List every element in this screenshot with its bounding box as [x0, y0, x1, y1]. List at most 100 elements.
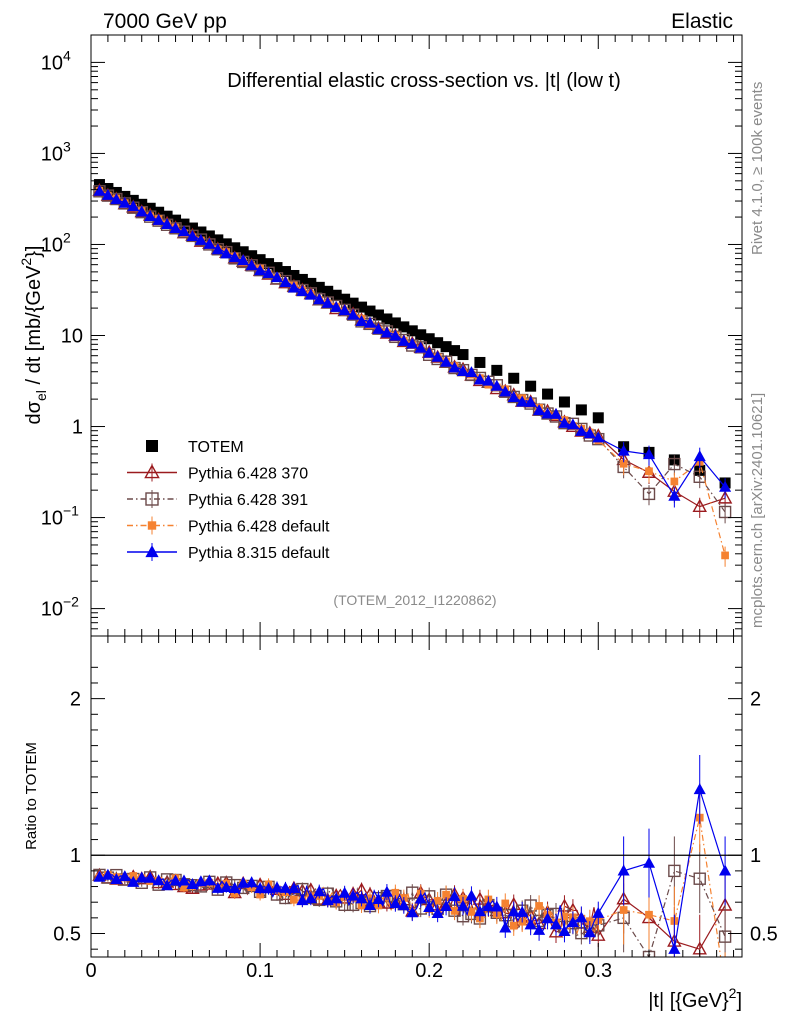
ratio-point: [619, 906, 628, 914]
totem-point: [525, 380, 537, 392]
series-point: [211, 243, 224, 255]
ratio-point: [465, 889, 478, 901]
totem-point: [389, 317, 401, 329]
legend-marker: [145, 492, 159, 506]
totem-point: [381, 313, 393, 325]
series-point: [423, 346, 436, 358]
totem-point: [313, 281, 325, 293]
series-point: [177, 225, 191, 237]
series-point: [313, 293, 326, 305]
ratio-point: [501, 899, 510, 908]
legend-label: Pythia 6.428 370: [188, 466, 308, 483]
ratio-point: [524, 918, 537, 930]
ratio-point: [456, 899, 470, 911]
series-point: [583, 427, 596, 439]
totem-point: [246, 250, 258, 262]
series-point: [617, 444, 630, 456]
totem-point: [575, 404, 587, 416]
y-tick-exponent: 2: [63, 229, 71, 245]
totem-point: [423, 333, 435, 345]
series-point: [490, 379, 503, 391]
series-point: [279, 276, 292, 288]
totem-point: [220, 238, 232, 250]
series-point: [549, 407, 563, 419]
legend-marker: [144, 464, 160, 479]
ratio-point: [347, 889, 360, 901]
ratio-point: [397, 899, 410, 911]
y-tick-label: 10: [41, 143, 63, 165]
ratio-point: [575, 911, 588, 923]
series-point: [380, 326, 393, 338]
ratio-point: [152, 874, 165, 886]
ratio-point: [473, 905, 486, 917]
totem-point: [271, 262, 283, 274]
y-tick-exponent: 3: [63, 138, 71, 154]
ratio-point: [211, 881, 224, 893]
series-point: [566, 418, 579, 430]
y-tick-exponent: 4: [63, 47, 71, 63]
series-point: [101, 188, 114, 200]
series-point: [533, 404, 546, 416]
x-tick-label: 0: [85, 960, 96, 982]
ratio-point: [490, 900, 503, 912]
ratio-point: [558, 925, 571, 937]
ratio-y-tick-label: 0.5: [750, 924, 778, 946]
ratio-point: [617, 864, 630, 876]
series-point: [406, 337, 419, 349]
ratio-point: [566, 916, 579, 928]
ratio-point: [220, 880, 233, 892]
ratio-point: [433, 897, 442, 905]
legend: TOTEM Pythia 6.428 370 Pythia 6.428 391 Pyt…: [127, 439, 330, 562]
series-point: [717, 490, 733, 504]
series-point: [186, 230, 199, 242]
totem-point: [322, 285, 334, 297]
ratio-point: [431, 906, 444, 918]
totem-point: [432, 337, 444, 349]
series-point: [321, 296, 334, 308]
totem-point: [288, 269, 300, 281]
main-y-axis-label: dσel / dt [mb/{GeV2}]: [18, 246, 49, 425]
series-point: [372, 322, 385, 334]
totem-point: [491, 364, 503, 376]
series-point: [220, 247, 233, 259]
ratio-point: [482, 899, 495, 911]
ratio-point: [467, 908, 476, 916]
ratio-panel: 0.5 0.5 1 1 2 2 0 0.1 0.2 0.3 Ratio to TOTEM: [23, 635, 778, 982]
chart-title: Differential elastic cross-section vs. |…: [227, 70, 620, 92]
series-point: [347, 308, 360, 320]
totem-point: [212, 234, 224, 246]
series-point: [692, 498, 707, 512]
totem-point: [170, 214, 182, 226]
totem-point: [440, 341, 452, 353]
x-tick-label: 0.3: [584, 960, 612, 982]
series-point: [619, 459, 628, 468]
process-label: Elastic: [671, 10, 733, 33]
series-point: [473, 373, 486, 385]
series-point: [270, 271, 284, 283]
rivet-version-label: Rivet 4.1.0, ≥ 100k events: [749, 82, 766, 255]
totem-point: [254, 254, 266, 266]
series-point: [262, 267, 275, 279]
series-point: [254, 264, 267, 276]
beam-energy-label: 7000 GeV pp: [103, 10, 227, 33]
ratio-point: [330, 892, 343, 904]
ratio-point: [118, 870, 131, 882]
totem-point: [296, 273, 308, 285]
totem-point: [457, 349, 469, 361]
totem-point: [195, 226, 207, 238]
ratio-point: [509, 921, 518, 930]
y-tick-label: 10: [41, 508, 63, 530]
series-point: [363, 316, 377, 328]
ratio-point: [313, 885, 326, 897]
ratio-line: [99, 789, 726, 950]
ratio-y-tick-label: 2: [70, 689, 81, 711]
ratio-point: [245, 876, 258, 888]
series-point: [693, 450, 706, 462]
totem-point: [178, 218, 190, 230]
y-tick-label: 10: [41, 52, 63, 74]
totem-point: [372, 309, 384, 321]
ratio-point: [262, 882, 275, 894]
totem-point: [279, 266, 291, 278]
ratio-point: [533, 923, 546, 935]
ratio-point: [668, 864, 681, 878]
